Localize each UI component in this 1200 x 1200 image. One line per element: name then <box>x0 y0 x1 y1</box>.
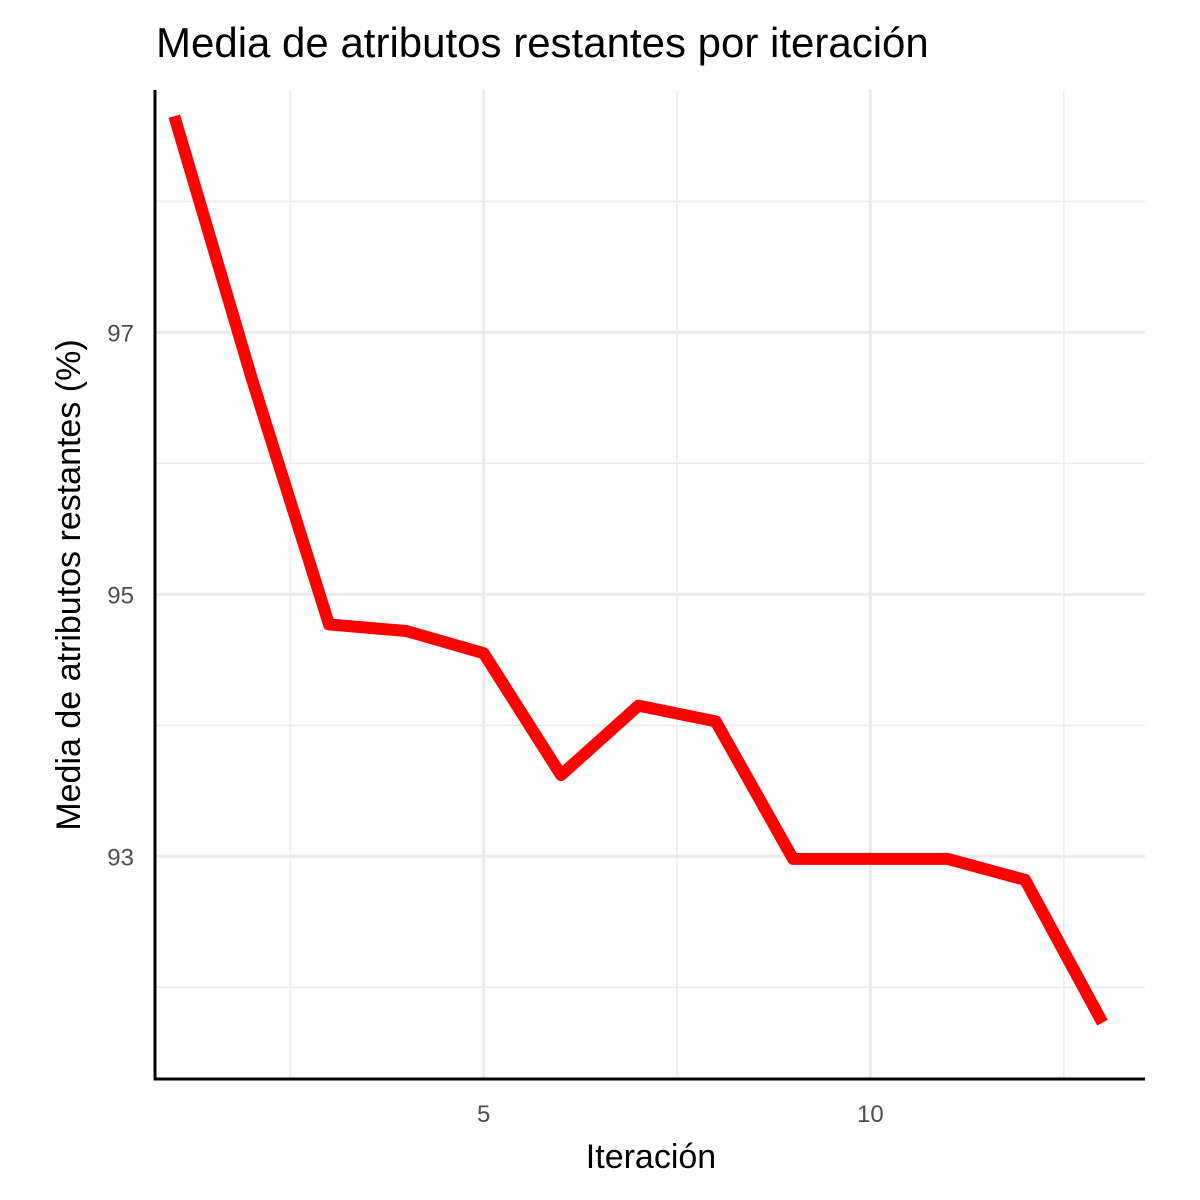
major-gridlines <box>155 90 1145 1079</box>
chart-title: Media de atributos restantes por iteraci… <box>156 19 929 66</box>
series-line <box>168 114 1108 1026</box>
x-axis-label: Iteración <box>586 1138 716 1176</box>
series-layer <box>168 114 1108 1026</box>
y-tick-label: 97 <box>107 320 134 347</box>
y-tick-label: 93 <box>107 844 134 871</box>
x-tick-labels: 5 10 <box>477 1101 884 1128</box>
y-tick-labels: 93 95 97 <box>107 320 134 871</box>
x-tick-label: 10 <box>857 1101 884 1128</box>
x-tick-label: 5 <box>477 1101 490 1128</box>
y-axis-label: Media de atributos restantes (%) <box>50 339 88 830</box>
y-tick-label: 95 <box>107 582 134 609</box>
minor-gridlines <box>155 90 1145 1079</box>
